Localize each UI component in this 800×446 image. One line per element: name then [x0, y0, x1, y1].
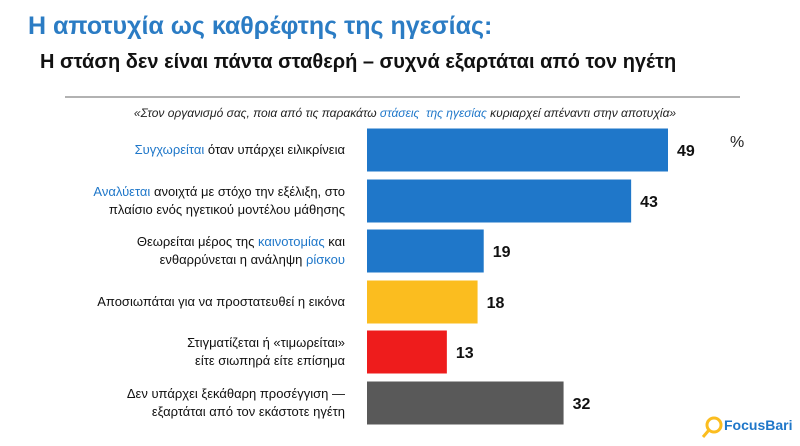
label-span: Δεν υπάρχει ξεκάθαρη προσέγγιση — [127, 386, 345, 401]
unit-label: % [730, 134, 744, 151]
label-span: ανοιχτά με στόχο την εξέλιξη, στο [150, 184, 345, 199]
category-label: εξαρτάται από τον εκάστοτε ηγέτη [152, 404, 345, 419]
label-span: ρίσκου [306, 252, 345, 267]
value-label: 19 [493, 244, 511, 261]
category-label: Στιγματίζεται ή «τιμωρείται» [187, 335, 345, 350]
value-label: 18 [487, 295, 505, 312]
logo-text: FocusBari [724, 417, 792, 433]
label-span: όταν υπάρχει ειλικρίνεια [204, 142, 345, 157]
category-label: είτε σιωπηρά είτε επίσημα [195, 353, 345, 368]
label-span: Θεωρείται μέρος της [137, 234, 258, 249]
label-span: Συγχωρείται [135, 142, 205, 157]
label-span: Αναλύεται [93, 184, 150, 199]
question: «Στον οργανισμό σας, ποια από τις παρακά… [134, 106, 677, 120]
value-label: 43 [640, 194, 658, 211]
label-span: Στιγματίζεται ή «τιμωρείται» [187, 335, 345, 350]
category-label: ενθαρρύνεται η ανάληψη ρίσκου [160, 252, 345, 267]
category-label: Δεν υπάρχει ξεκάθαρη προσέγγιση — [127, 386, 345, 401]
label-span: είτε σιωπηρά είτε επίσημα [195, 353, 345, 368]
category-label: Αποσιωπάται για να προστατευθεί η εικόνα [97, 294, 345, 309]
label-span: κυριαρχεί απέναντι στην αποτυχία» [487, 106, 677, 120]
value-label: 32 [573, 396, 591, 413]
label-span: ενθαρρύνεται η ανάληψη [160, 252, 306, 267]
category-label: Αναλύεται ανοιχτά με στόχο την εξέλιξη, … [93, 184, 345, 199]
category-label: πλαίσιο ενός ηγετικού μοντέλου μάθησης [109, 202, 345, 217]
bar [367, 179, 632, 223]
label-span: καινοτομίας [258, 234, 325, 249]
chart-title: Η αποτυχία ως καθρέφτης της ηγεσίας: [28, 12, 492, 40]
bar [367, 128, 668, 172]
bar [367, 280, 478, 324]
category-label: Θεωρείται μέρος της καινοτομίας και [137, 234, 345, 249]
logo-icon-handle [701, 429, 711, 438]
label-span: «Στον οργανισμό σας, ποια από τις παρακά… [134, 106, 380, 120]
logo-icon [705, 416, 723, 434]
label-span: και [325, 234, 345, 249]
bar [367, 381, 564, 425]
label-span: στάσεις της ηγεσίας [380, 106, 487, 120]
label-span: πλαίσιο ενός ηγετικού μοντέλου μάθησης [109, 202, 345, 217]
category-label: Συγχωρείται όταν υπάρχει ειλικρίνεια [135, 142, 346, 157]
bar [367, 229, 484, 273]
label-span: εξαρτάται από τον εκάστοτε ηγέτη [152, 404, 345, 419]
value-label: 49 [677, 143, 695, 160]
chart-subtitle: Η στάση δεν είναι πάντα σταθερή – συχνά … [40, 51, 676, 73]
label-span: Αποσιωπάται για να προστατευθεί η εικόνα [97, 294, 345, 309]
value-label: 13 [456, 345, 474, 362]
bar [367, 330, 447, 374]
logo: FocusBari [701, 416, 792, 438]
